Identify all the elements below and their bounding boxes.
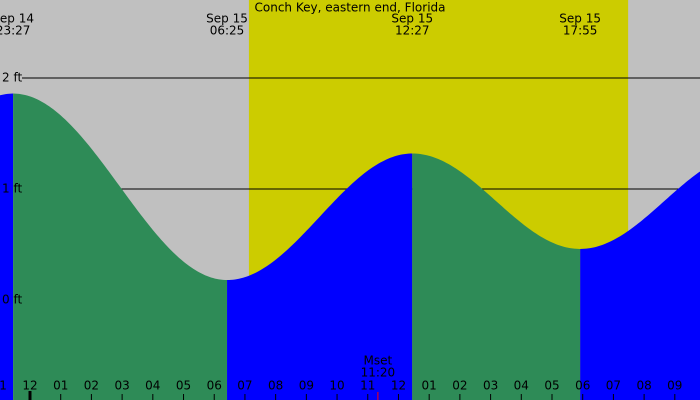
x-tick-label: 12 (22, 379, 37, 393)
x-tick-label: 09 (299, 379, 314, 393)
x-tick-label: 01 (422, 379, 437, 393)
x-tick-label: 09 (667, 379, 682, 393)
y-tick-label: 2 ft (2, 71, 22, 85)
x-tick-label: 05 (176, 379, 191, 393)
extreme-time: 23:27 (0, 24, 30, 38)
x-tick-label: 03 (114, 379, 129, 393)
extreme-date: Sep 15 (206, 12, 248, 26)
extreme-date: Sep 15 (391, 12, 433, 26)
x-tick-label: 07 (237, 379, 252, 393)
x-tick-label: 06 (207, 379, 222, 393)
extreme-time: 12:27 (395, 24, 430, 38)
x-tick-label: 08 (636, 379, 651, 393)
x-tick-label: 07 (606, 379, 621, 393)
x-tick-label: 03 (483, 379, 498, 393)
x-tick-label: 12 (391, 379, 406, 393)
x-tick-label: 01 (53, 379, 68, 393)
tide-area (580, 171, 700, 400)
x-tick-label: 04 (514, 379, 529, 393)
x-tick-label: 02 (452, 379, 467, 393)
extreme-time: 17:55 (563, 24, 598, 38)
tide-area (13, 93, 228, 400)
extreme-time: 06:25 (210, 24, 245, 38)
x-tick-label: 05 (544, 379, 559, 393)
x-tick-label: 11 (0, 379, 7, 393)
x-tick-label: 02 (84, 379, 99, 393)
moonset-time: 11:20 (361, 366, 396, 380)
extreme-date: Sep 15 (559, 12, 601, 26)
tide-area (0, 93, 14, 400)
tide-area (227, 153, 413, 400)
y-tick-label: 1 ft (2, 182, 22, 196)
moonset-label: Mset (364, 354, 393, 368)
x-tick-label: 10 (329, 379, 344, 393)
x-tick-label: 04 (145, 379, 160, 393)
x-tick-label: 08 (268, 379, 283, 393)
tide-area (412, 153, 581, 400)
y-tick-label: 0 ft (2, 293, 22, 307)
x-tick-label: 06 (575, 379, 590, 393)
x-tick-label: 11 (360, 379, 375, 393)
extreme-date: Sep 14 (0, 12, 34, 26)
chart-title: Conch Key, eastern end, Florida (255, 1, 446, 15)
